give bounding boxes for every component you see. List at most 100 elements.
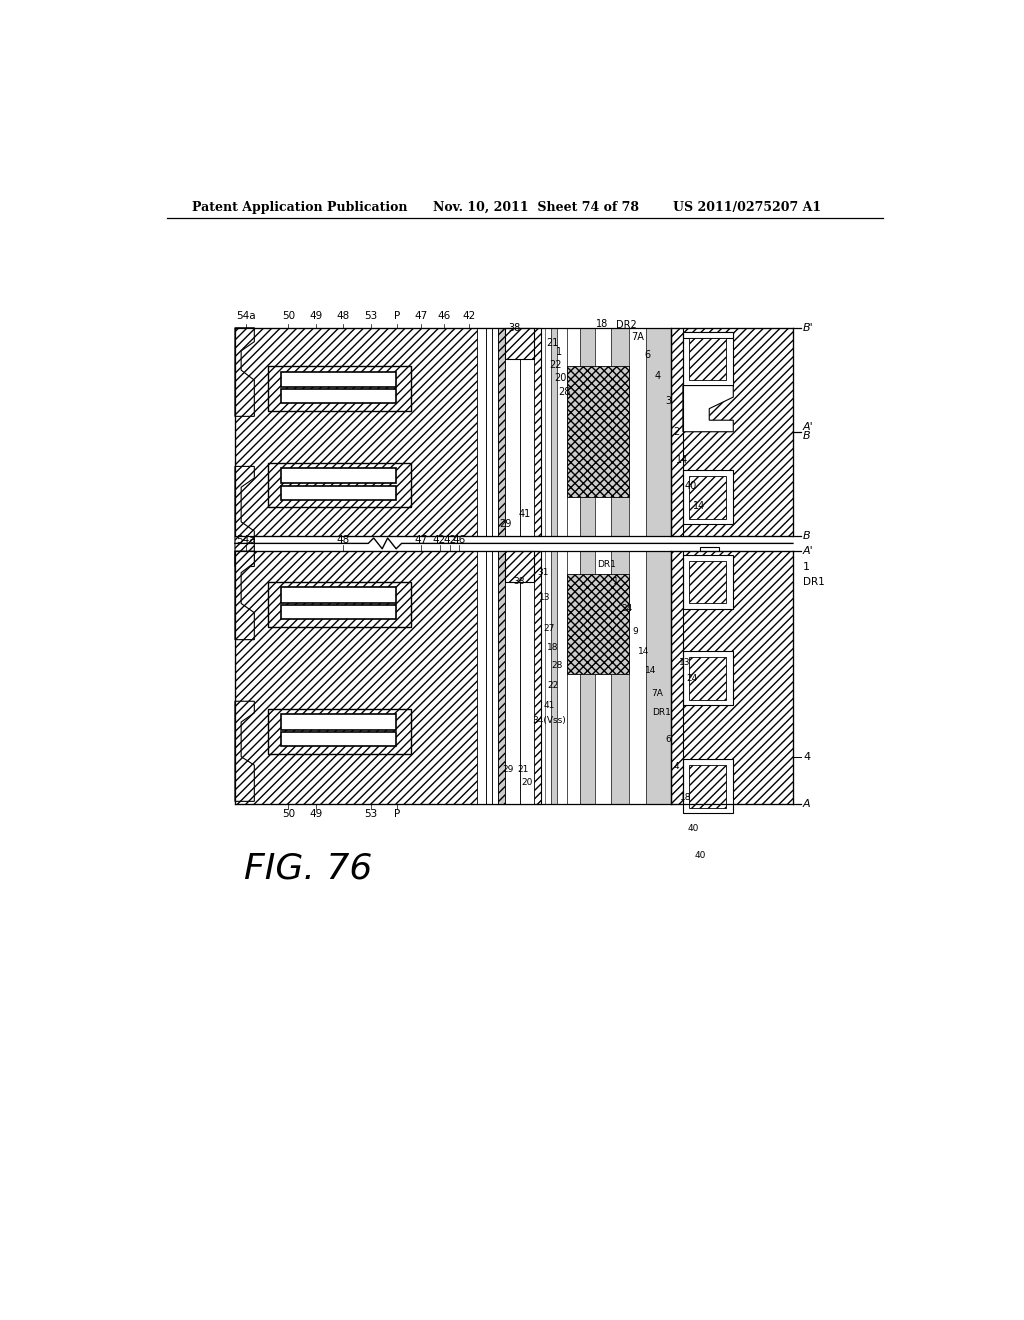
Bar bbox=[566, 574, 629, 675]
Text: 6: 6 bbox=[644, 350, 650, 360]
Text: 31: 31 bbox=[537, 568, 549, 577]
Bar bbox=[611, 327, 629, 536]
Text: 14: 14 bbox=[638, 647, 649, 656]
Bar bbox=[580, 327, 595, 536]
Text: 14: 14 bbox=[645, 667, 656, 675]
Bar bbox=[267, 709, 411, 754]
Text: 14: 14 bbox=[693, 502, 706, 511]
Text: 46: 46 bbox=[437, 312, 451, 321]
Text: 4: 4 bbox=[654, 371, 660, 380]
Bar bbox=[486, 327, 493, 536]
Text: 42: 42 bbox=[443, 536, 457, 545]
Bar bbox=[646, 327, 671, 536]
Text: 4: 4 bbox=[673, 762, 679, 771]
Text: A': A' bbox=[803, 546, 814, 556]
Polygon shape bbox=[683, 385, 733, 432]
Text: 40: 40 bbox=[688, 824, 699, 833]
Text: 24: 24 bbox=[622, 605, 633, 614]
Text: 18: 18 bbox=[680, 793, 692, 803]
Text: 1: 1 bbox=[613, 577, 620, 586]
Text: 29: 29 bbox=[502, 764, 513, 774]
Bar bbox=[683, 651, 733, 705]
Bar bbox=[683, 554, 733, 609]
Text: 47: 47 bbox=[415, 312, 428, 321]
Text: P: P bbox=[394, 312, 400, 321]
Text: 28: 28 bbox=[558, 387, 570, 397]
Bar bbox=[689, 477, 726, 519]
Bar bbox=[671, 552, 793, 804]
Bar bbox=[689, 338, 726, 380]
Text: 46: 46 bbox=[453, 536, 466, 545]
Text: DR1: DR1 bbox=[803, 577, 824, 587]
Bar bbox=[689, 657, 726, 700]
Text: 41: 41 bbox=[519, 510, 530, 519]
Bar bbox=[700, 548, 719, 562]
Text: 40: 40 bbox=[694, 851, 706, 859]
Bar bbox=[566, 327, 580, 536]
Text: 7A: 7A bbox=[651, 689, 664, 698]
Bar bbox=[267, 462, 411, 507]
Text: 42: 42 bbox=[463, 312, 475, 321]
Text: 2: 2 bbox=[674, 426, 680, 437]
Text: 49: 49 bbox=[309, 809, 323, 818]
Bar bbox=[499, 327, 505, 536]
Bar bbox=[282, 733, 396, 746]
Bar bbox=[282, 605, 396, 619]
Text: 1: 1 bbox=[803, 561, 810, 572]
Bar bbox=[611, 552, 629, 804]
Bar bbox=[282, 469, 396, 483]
Bar bbox=[520, 327, 535, 536]
Bar bbox=[683, 470, 733, 524]
Text: 38: 38 bbox=[508, 323, 520, 333]
Text: 29: 29 bbox=[500, 519, 512, 529]
Bar bbox=[282, 372, 396, 387]
Bar bbox=[477, 327, 486, 536]
Bar bbox=[477, 552, 486, 804]
Bar bbox=[520, 552, 535, 804]
Bar bbox=[671, 327, 793, 536]
Bar bbox=[689, 766, 726, 808]
Text: 22: 22 bbox=[547, 681, 558, 690]
Bar bbox=[505, 327, 535, 359]
Text: 50: 50 bbox=[282, 312, 295, 321]
Text: 54a: 54a bbox=[236, 312, 256, 321]
Text: 21: 21 bbox=[517, 764, 529, 774]
Text: 24: 24 bbox=[686, 673, 697, 682]
Text: 50: 50 bbox=[282, 809, 295, 818]
Text: 9: 9 bbox=[633, 627, 639, 636]
Polygon shape bbox=[234, 466, 254, 566]
Bar bbox=[566, 552, 580, 804]
Bar bbox=[595, 327, 611, 536]
Text: A': A' bbox=[803, 422, 814, 432]
Text: 53: 53 bbox=[364, 809, 377, 818]
Text: 48: 48 bbox=[336, 312, 349, 321]
Bar bbox=[493, 327, 499, 536]
Bar bbox=[493, 552, 499, 804]
Text: 49: 49 bbox=[309, 312, 323, 321]
Bar bbox=[267, 582, 411, 627]
Bar bbox=[282, 389, 396, 404]
Bar bbox=[551, 327, 557, 536]
Bar bbox=[580, 552, 595, 804]
Text: 21: 21 bbox=[547, 338, 559, 348]
Text: 34(Vss): 34(Vss) bbox=[531, 715, 565, 725]
Text: B': B' bbox=[803, 323, 814, 333]
Polygon shape bbox=[234, 701, 254, 801]
Bar bbox=[545, 327, 551, 536]
Text: Nov. 10, 2011  Sheet 74 of 78: Nov. 10, 2011 Sheet 74 of 78 bbox=[432, 201, 639, 214]
Text: 42: 42 bbox=[433, 536, 446, 545]
Text: B: B bbox=[803, 432, 811, 441]
Text: 6: 6 bbox=[666, 735, 671, 744]
Text: US 2011/0275207 A1: US 2011/0275207 A1 bbox=[673, 201, 821, 214]
Bar bbox=[282, 486, 396, 499]
Bar bbox=[267, 367, 411, 411]
Text: 3: 3 bbox=[666, 396, 672, 407]
Text: 13: 13 bbox=[540, 593, 551, 602]
Polygon shape bbox=[234, 327, 254, 416]
Bar bbox=[629, 552, 646, 804]
Bar bbox=[234, 327, 541, 536]
Polygon shape bbox=[234, 552, 254, 640]
Text: 4: 4 bbox=[803, 752, 810, 763]
Bar bbox=[557, 552, 566, 804]
Bar bbox=[505, 552, 535, 582]
